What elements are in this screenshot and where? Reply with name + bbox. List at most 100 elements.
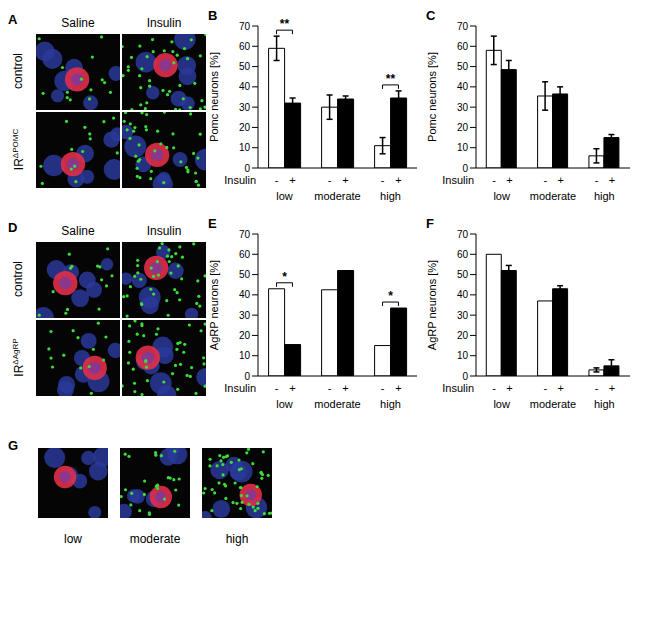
svg-text:-: - <box>381 382 385 394</box>
svg-text:**: ** <box>280 17 290 31</box>
svg-text:40: 40 <box>239 81 251 92</box>
svg-text:+: + <box>506 174 512 186</box>
svg-text:60: 60 <box>457 249 469 260</box>
svg-text:high: high <box>380 190 401 202</box>
svg-text:+: + <box>557 174 563 186</box>
svg-text:+: + <box>342 174 348 186</box>
svg-text:Insulin: Insulin <box>442 174 474 186</box>
svg-text:low: low <box>276 190 293 202</box>
svg-text:moderate: moderate <box>530 190 576 202</box>
svg-text:50: 50 <box>457 269 469 280</box>
svg-text:*: * <box>282 270 287 284</box>
svg-text:30: 30 <box>239 102 251 113</box>
svg-text:moderate: moderate <box>314 190 360 202</box>
svg-text:50: 50 <box>457 61 469 72</box>
html-text:low: low <box>64 532 82 546</box>
svg-text:20: 20 <box>239 330 251 341</box>
html-text:Saline: Saline <box>61 16 95 30</box>
svg-text:+: + <box>395 174 401 186</box>
svg-text:70: 70 <box>457 229 469 240</box>
svg-text:+: + <box>289 174 295 186</box>
svg-text:-: - <box>328 382 332 394</box>
svg-text:60: 60 <box>239 41 251 52</box>
html-text:ΔPOMC: ΔPOMC <box>10 128 20 159</box>
html-text:A: A <box>8 12 18 27</box>
svg-text:low: low <box>493 190 510 202</box>
svg-text:70: 70 <box>239 229 251 240</box>
svg-text:0: 0 <box>244 163 250 174</box>
svg-text:-: - <box>275 382 279 394</box>
svg-text:+: + <box>342 382 348 394</box>
svg-text:+: + <box>557 382 563 394</box>
html-text:Insulin: Insulin <box>146 16 182 30</box>
svg-text:-: - <box>328 174 332 186</box>
svg-text:AgRP neurons [%]: AgRP neurons [%] <box>426 260 438 350</box>
svg-text:20: 20 <box>239 122 251 133</box>
svg-text:Insulin: Insulin <box>442 382 474 394</box>
html-text:moderate: moderate <box>129 532 181 546</box>
svg-text:high: high <box>594 398 615 410</box>
svg-text:0: 0 <box>462 371 468 382</box>
svg-text:-: - <box>492 382 496 394</box>
svg-text:moderate: moderate <box>314 398 360 410</box>
svg-text:*: * <box>388 289 393 303</box>
svg-text:10: 10 <box>457 142 469 153</box>
svg-text:-: - <box>381 174 385 186</box>
svg-text:Insulin: Insulin <box>224 174 256 186</box>
svg-text:Pomc neurons [%]: Pomc neurons [%] <box>426 52 438 142</box>
svg-text:40: 40 <box>239 289 251 300</box>
svg-text:low: low <box>493 398 510 410</box>
html-text:F: F <box>426 216 434 231</box>
svg-text:10: 10 <box>457 350 469 361</box>
svg-text:70: 70 <box>457 21 469 32</box>
svg-text:high: high <box>594 190 615 202</box>
svg-text:-: - <box>492 174 496 186</box>
svg-text:70: 70 <box>239 21 251 32</box>
svg-text:0: 0 <box>462 163 468 174</box>
html-text:IR: IR <box>11 364 26 377</box>
svg-text:50: 50 <box>239 61 251 72</box>
svg-text:high: high <box>380 398 401 410</box>
svg-text:60: 60 <box>239 249 251 260</box>
svg-text:+: + <box>289 382 295 394</box>
svg-text:30: 30 <box>239 310 251 321</box>
svg-text:-: - <box>595 174 599 186</box>
svg-text:30: 30 <box>457 102 469 113</box>
html-text:C: C <box>426 8 436 23</box>
svg-text:10: 10 <box>239 142 251 153</box>
svg-text:-: - <box>543 174 547 186</box>
svg-text:-: - <box>543 382 547 394</box>
html-text:Insulin: Insulin <box>146 224 182 238</box>
html-text:ΔAgRP: ΔAgRP <box>10 338 20 365</box>
html-text:control: control <box>11 53 25 89</box>
html-text:IR: IR <box>11 158 26 171</box>
svg-text:60: 60 <box>457 41 469 52</box>
svg-text:+: + <box>395 382 401 394</box>
svg-text:**: ** <box>386 72 396 86</box>
svg-text:low: low <box>276 398 293 410</box>
html-text:Saline: Saline <box>61 224 95 238</box>
svg-text:Insulin: Insulin <box>224 382 256 394</box>
svg-text:+: + <box>609 174 615 186</box>
svg-text:+: + <box>506 382 512 394</box>
svg-text:-: - <box>595 382 599 394</box>
html-text:G: G <box>8 438 19 453</box>
html-text:B: B <box>208 8 218 23</box>
svg-text:40: 40 <box>457 81 469 92</box>
svg-text:+: + <box>609 382 615 394</box>
svg-text:Pomc neurons [%]: Pomc neurons [%] <box>208 52 220 142</box>
svg-text:30: 30 <box>457 310 469 321</box>
html-text:high: high <box>225 532 249 546</box>
svg-text:20: 20 <box>457 122 469 133</box>
html-text:E: E <box>208 216 217 231</box>
svg-text:10: 10 <box>239 350 251 361</box>
html-text:control: control <box>11 261 25 297</box>
html-text:D: D <box>8 220 18 235</box>
svg-text:50: 50 <box>239 269 251 280</box>
svg-text:moderate: moderate <box>530 398 576 410</box>
svg-text:0: 0 <box>244 371 250 382</box>
svg-text:-: - <box>275 174 279 186</box>
svg-text:20: 20 <box>457 330 469 341</box>
svg-text:40: 40 <box>457 289 469 300</box>
svg-text:AgRP neurons [%]: AgRP neurons [%] <box>208 260 220 350</box>
